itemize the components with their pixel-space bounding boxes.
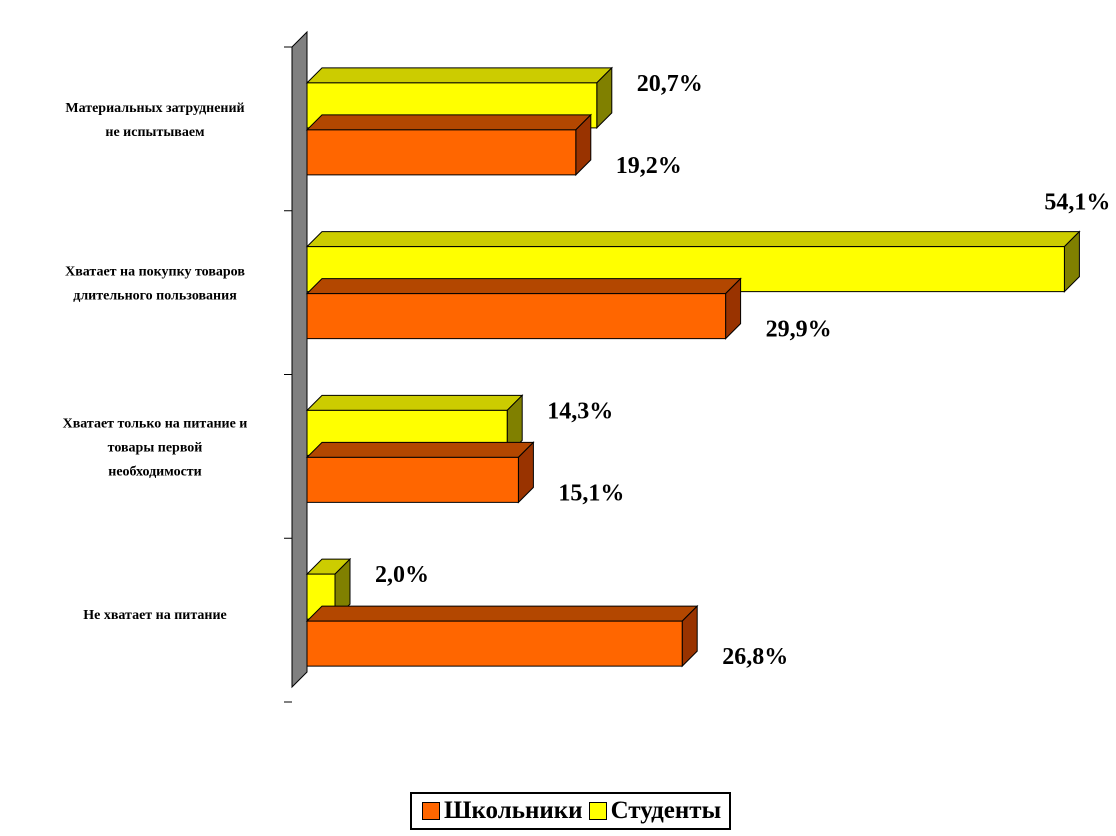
- legend-label-schoolchildren: Школьники: [444, 797, 583, 824]
- category-label: длительного пользования: [73, 289, 237, 304]
- data-label-schoolchildren: 19,2%: [616, 153, 682, 179]
- data-label-students: 14,3%: [547, 398, 613, 424]
- category-label: не испытываем: [105, 125, 205, 140]
- data-label-schoolchildren: 15,1%: [558, 480, 624, 506]
- legend-item-schoolchildren: Школьники: [422, 797, 583, 825]
- category-label: Материальных затруднений: [65, 101, 244, 116]
- bar-top-students: [305, 67, 614, 84]
- bar-top-students: [305, 394, 524, 411]
- legend-label-students: Студенты: [610, 797, 722, 824]
- category-label: Хватает на покупку товаров: [65, 265, 245, 280]
- category-label: Хватает только на питание и: [63, 416, 248, 431]
- legend-item-students: Студенты: [588, 797, 722, 825]
- bar-schoolchildren: [306, 129, 577, 176]
- chart-wall: [291, 30, 308, 689]
- bar-top-schoolchildren: [305, 114, 593, 131]
- bar-schoolchildren: [306, 293, 727, 340]
- bar-top-schoolchildren: [305, 278, 742, 295]
- data-label-students: 20,7%: [637, 71, 703, 97]
- bar-top-students: [305, 231, 1081, 248]
- category-label: товары первой: [108, 440, 203, 455]
- category-label: Не хватает на питание: [83, 608, 227, 623]
- chart-legend: Школьники Студенты: [410, 792, 732, 830]
- data-label-students: 2,0%: [375, 562, 429, 588]
- data-label-schoolchildren: 29,9%: [766, 317, 832, 343]
- bar-top-schoolchildren: [305, 441, 535, 458]
- legend-swatch-schoolchildren: [422, 802, 440, 820]
- bar-schoolchildren: [306, 456, 519, 503]
- data-label-schoolchildren: 26,8%: [722, 644, 788, 670]
- bar-top-schoolchildren: [305, 605, 699, 622]
- bar-schoolchildren: [306, 620, 683, 667]
- data-label-students: 54,1%: [1044, 190, 1110, 216]
- category-label: необходимости: [108, 464, 201, 479]
- legend-swatch-students: [588, 802, 607, 820]
